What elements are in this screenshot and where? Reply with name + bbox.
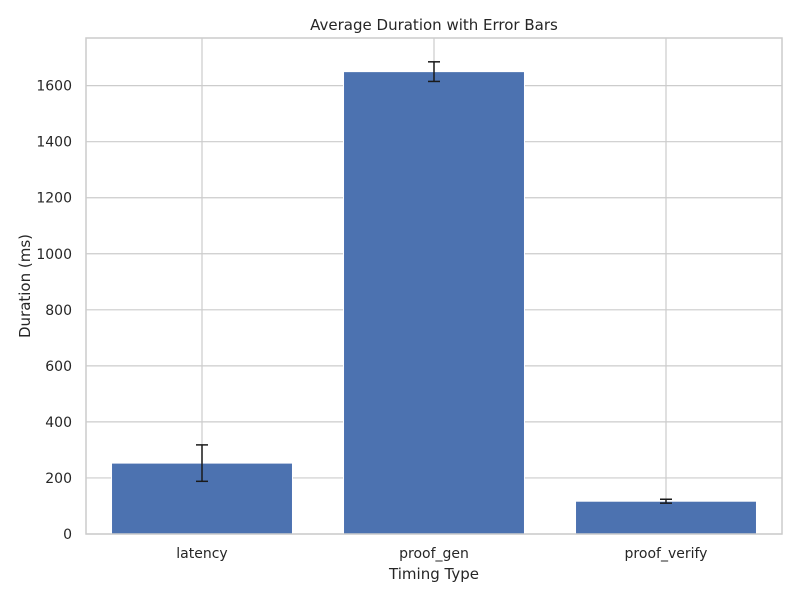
x-tick-label: proof_gen	[399, 546, 469, 562]
y-tick-label: 0	[63, 527, 72, 543]
y-tick-label: 600	[45, 359, 72, 375]
y-tick-label: 1400	[36, 135, 72, 151]
y-tick-label: 1200	[36, 191, 72, 207]
y-tick-label: 1000	[36, 247, 72, 263]
y-axis-label: Duration (ms)	[16, 234, 34, 338]
bar-proof_verify	[575, 500, 757, 535]
x-tick-label: proof_verify	[625, 546, 708, 562]
y-tick-label: 800	[45, 303, 72, 319]
y-tick-label: 200	[45, 471, 72, 487]
y-tick-label: 1600	[36, 79, 72, 95]
y-tick-labels: 0 200 400 600 800 1000 1200 1400 1600	[36, 79, 72, 543]
x-tick-label: latency	[176, 546, 227, 562]
bar-layer	[111, 71, 757, 535]
bar-proof_gen	[343, 71, 525, 535]
error-bar-layer	[196, 61, 672, 504]
plot-frame	[85, 37, 783, 535]
chart-title: Average Duration with Error Bars	[310, 16, 558, 34]
x-tick-labels: latency proof_gen proof_verify	[176, 546, 707, 562]
y-tick-label: 400	[45, 415, 72, 431]
x-axis-label: Timing Type	[388, 565, 479, 583]
